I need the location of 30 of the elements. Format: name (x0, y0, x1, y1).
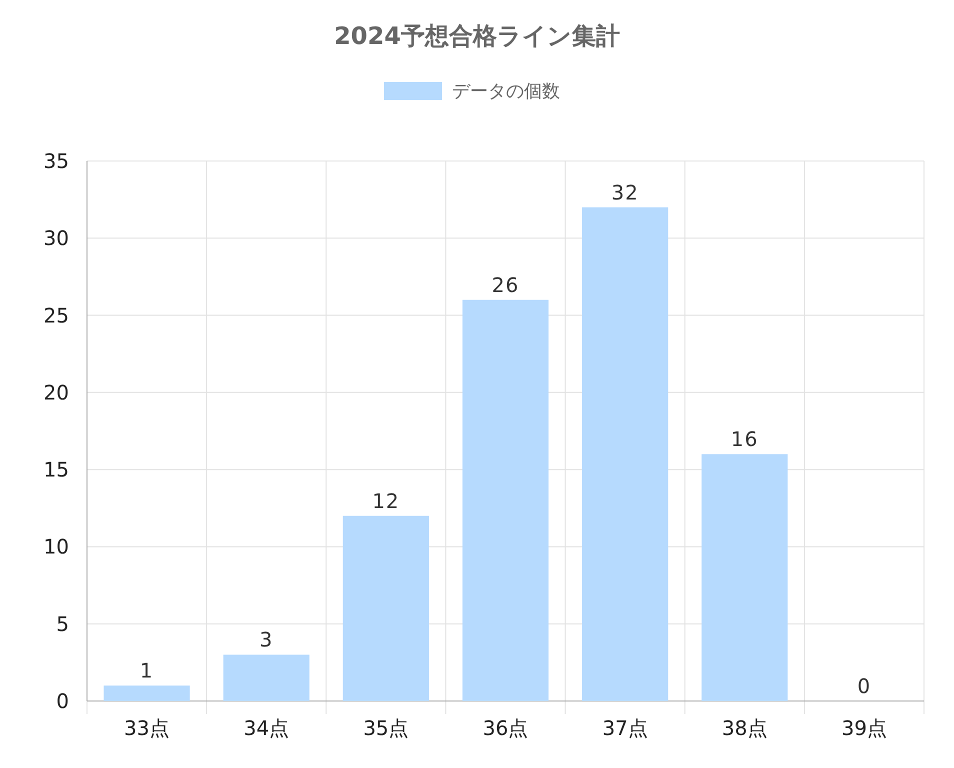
x-tick-label: 37点 (602, 716, 648, 740)
bar (223, 654, 310, 701)
y-tick-label: 10 (44, 534, 69, 559)
y-tick-label: 15 (44, 458, 69, 482)
y-tick-label: 20 (44, 380, 69, 404)
data-label: 32 (611, 180, 639, 204)
chart-title: 2024予想合格ライン集計 (334, 22, 620, 50)
x-tick-label: 35点 (363, 716, 409, 740)
data-label: 16 (730, 427, 758, 452)
data-label: 1 (140, 658, 154, 683)
data-label: 12 (372, 488, 400, 513)
y-tick-label: 0 (56, 689, 69, 713)
x-tick-label: 36点 (482, 716, 528, 740)
data-label: 26 (492, 272, 520, 297)
x-tick-label: 38点 (722, 716, 768, 740)
y-tick-label: 5 (56, 612, 69, 636)
legend-label: データの個数 (452, 81, 560, 102)
y-tick-label: 35 (44, 149, 69, 173)
data-label: 3 (259, 628, 274, 652)
bar (462, 300, 549, 701)
y-tick-label: 25 (44, 303, 69, 328)
bar (104, 686, 190, 701)
x-tick-label: 34点 (244, 716, 290, 740)
data-label: 0 (857, 674, 872, 698)
x-tick-label: 33点 (124, 716, 170, 740)
bar (582, 207, 668, 701)
bar (702, 454, 788, 701)
bar (342, 516, 429, 701)
y-tick-label: 30 (44, 226, 69, 250)
x-tick-label: 39点 (841, 716, 887, 740)
